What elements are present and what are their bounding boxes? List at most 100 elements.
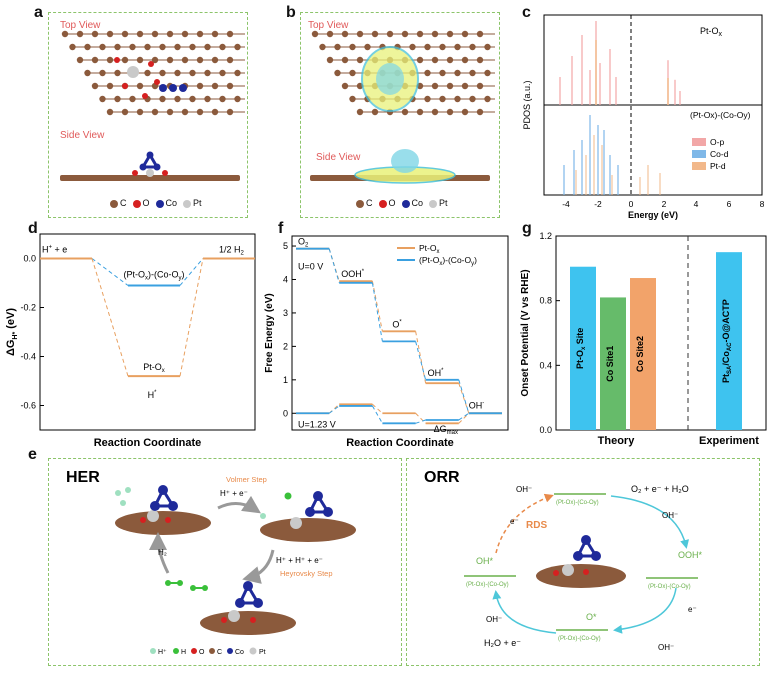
her-heyrovsky-eq: H⁺ + H⁺ + e⁻ <box>276 556 323 565</box>
panel-f-ohm: OH- <box>469 400 485 410</box>
panel-f-o2: O2 <box>298 237 309 249</box>
panel-f-ytick: 3 <box>283 308 288 318</box>
svg-text:8: 8 <box>760 199 765 209</box>
orr-site-top: (Pt-Ox)-(Co-Oy) <box>556 500 599 506</box>
orr-ooh: OOH* <box>678 550 703 560</box>
orr-title: ORR <box>424 469 460 486</box>
panel-d-connector <box>179 258 204 377</box>
orr-site-left: (Pt-Ox)-(Co-Oy) <box>466 582 509 588</box>
panel-b-legend: C O Co Pt <box>356 198 448 208</box>
svg-text:6: 6 <box>727 199 732 209</box>
panel-c-pdos: PDOS (a.u.) Pt-Ox (Pt-Ox)-(Co-Oy) O-p Co… <box>522 14 765 220</box>
panel-f-ytick: 5 <box>283 241 288 251</box>
panel-f-ytick: 4 <box>283 274 288 284</box>
her-volmer-label: Volmer Step <box>226 475 267 484</box>
orr-site-bottom: (Pt-Ox)-(Co-Oy) <box>558 636 601 642</box>
panel-a-top-structure <box>61 30 245 116</box>
panel-f-label: f <box>278 220 284 237</box>
panel-f-chart: 5 4 3 2 1 0 Free Energy (eV) Reaction Coordinat… <box>264 235 509 449</box>
panel-g-axes <box>555 235 767 431</box>
panel-f-legend-0: Pt-Ox <box>419 243 439 255</box>
panel-f-connector <box>415 331 427 384</box>
her-scheme: HER Volmer Step H⁺ + e⁻ H⁺ + H⁺ + e⁻ He <box>66 469 356 656</box>
panel-g-bar-label-3: PtSA/CoAC-O@ACTP <box>721 299 733 383</box>
panel-f-ooh: OOH* <box>341 269 365 279</box>
panel-f-u123: U=1.23 V <box>298 420 336 430</box>
panel-g-bar-3 <box>716 252 742 430</box>
panel-e-orr-frame <box>406 458 760 666</box>
panel-f-connector <box>372 403 383 414</box>
orr-ohm-topleft: OH⁻ <box>516 485 532 494</box>
panel-a-label: a <box>34 4 43 21</box>
pdos-legend: O-p Co-d Pt-d <box>692 137 729 171</box>
panel-f-oh: OH* <box>428 368 445 378</box>
panel-g-ytick: 0.4 <box>539 360 552 370</box>
panel-f-dgmax: ΔGmax <box>434 424 458 436</box>
panel-f-connector <box>371 282 383 342</box>
panel-d-series-label-0: (Pt-Ox)-(Co-Oy) <box>124 269 185 281</box>
panel-b-top-view: Top View <box>308 20 349 31</box>
panel-d-ytick: -0.6 <box>20 401 36 411</box>
panel-f-ytick: 2 <box>283 341 288 351</box>
panel-f-connector <box>458 412 470 421</box>
orr-catalyst <box>536 535 626 588</box>
panel-d-ylabel: ΔGH* (eV) <box>5 308 19 356</box>
panel-g-bar-0 <box>570 266 596 430</box>
o-atom <box>154 79 160 85</box>
co-atom <box>169 84 177 92</box>
panel-d-xlabel: Reaction Coordinate <box>94 437 202 449</box>
panel-g-ytick: 0.8 <box>539 296 552 306</box>
panel-b-top-structure <box>311 30 495 116</box>
orr-o2-reactants: O₂ + e⁻ + H₂O <box>631 484 689 494</box>
svg-text:-4: -4 <box>562 199 570 209</box>
orr-em-right: e⁻ <box>688 605 697 614</box>
svg-text:C: C <box>217 649 222 656</box>
panel-f-connector <box>458 412 470 424</box>
svg-text:Co: Co <box>235 649 244 656</box>
panel-d-label-hstar: H* <box>148 390 158 400</box>
panel-d-ylabel-unit: (eV) <box>5 308 17 332</box>
svg-text:-2: -2 <box>594 199 602 209</box>
panel-f-xlabel: Reaction Coordinate <box>346 437 454 449</box>
panel-g-ylabel: Onset Potential (V vs RHE) <box>520 269 531 396</box>
her-volmer-eq: H⁺ + e⁻ <box>220 489 248 498</box>
panel-d-ylabel-sub: H* <box>12 332 19 340</box>
panel-f-connector <box>415 412 426 424</box>
panel-b-side-structure <box>310 149 490 184</box>
panel-g-chart: 1.2 0.8 0.4 0.0 Onset Potential (V vs RHE) Pt… <box>520 231 767 447</box>
orr-scheme: ORR (Pt-Ox)-(Co-Oy) (Pt-Ox)-(Co-Oy) (Pt-… <box>424 469 703 652</box>
panel-a-side-structure <box>60 151 240 181</box>
orr-ohm-left: OH⁻ <box>486 615 502 624</box>
panel-g-bar-1 <box>600 297 626 430</box>
orr-oh: OH* <box>476 556 494 566</box>
svg-text:O: O <box>199 649 205 656</box>
her-title: HER <box>66 469 100 486</box>
panel-f-ytick: 0 <box>283 408 288 418</box>
panel-d-ytick: -0.2 <box>20 303 36 313</box>
svg-text:Pt: Pt <box>259 649 266 656</box>
panel-f-connector <box>371 405 383 424</box>
panel-g-group-experiment: Experiment <box>699 435 759 447</box>
panel-f-connector <box>458 383 470 414</box>
panel-d-ytick: -0.4 <box>20 352 36 362</box>
panel-g-bar-label-1: Co Site1 <box>605 346 615 382</box>
pdos-xticks: -4 -2 0 2 4 6 8 <box>562 199 764 209</box>
panel-d-label-left: H+ + e <box>42 245 67 255</box>
panel-g-label: g <box>522 220 532 237</box>
panel-g-bar-label-0: Pt-Ox Site <box>575 328 587 369</box>
panel-f-o: O* <box>392 319 402 329</box>
panel-b-label: b <box>286 4 296 21</box>
panel-e-label: e <box>28 446 37 463</box>
svg-text:2: 2 <box>662 199 667 209</box>
o-atom <box>148 61 154 67</box>
orr-rds: RDS <box>526 520 547 531</box>
o-atom <box>122 83 128 89</box>
her-slab-2 <box>260 491 356 542</box>
her-slab-1 <box>115 485 211 535</box>
panel-a-side-view: Side View <box>60 130 105 141</box>
panel-a-top-view: Top View <box>60 20 101 31</box>
panel-d-connector <box>91 258 129 286</box>
svg-text:4: 4 <box>694 199 699 209</box>
panel-d-label: d <box>28 220 38 237</box>
panel-f-axes <box>291 235 509 431</box>
